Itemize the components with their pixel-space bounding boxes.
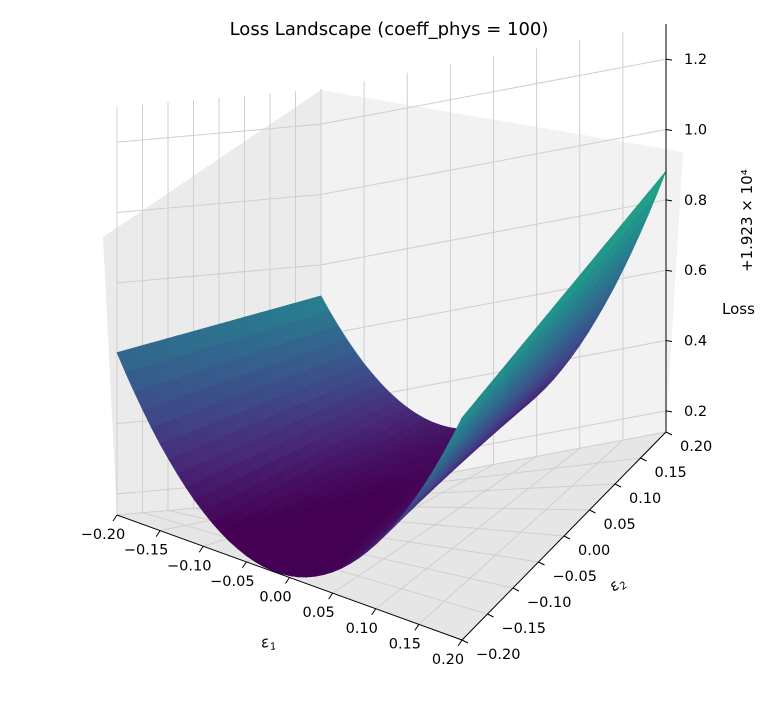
y-tick-labels: −0.20 −0.15 −0.10 −0.05 0.00 0.05 0.10 0.15 0.20: [476, 439, 712, 663]
y-tick: [512, 587, 520, 592]
x-tick-label: −0.20: [81, 527, 125, 543]
x-tick: [285, 577, 290, 584]
z-tick-label: 1.0: [684, 123, 707, 139]
y-tick: [538, 561, 545, 566]
x-tick: [198, 545, 204, 553]
z-tick: [665, 58, 673, 61]
z-tick: [665, 269, 673, 272]
z-offset-label: +1.923 × 10⁴: [738, 169, 756, 272]
y-tick: [563, 535, 571, 540]
surface-layer: [116, 170, 667, 578]
x-tick: [414, 624, 420, 631]
z-grid-line: [116, 129, 667, 214]
z-tick: [665, 340, 673, 343]
x-tick: [371, 608, 377, 616]
x-tick-label: 0.05: [302, 605, 334, 621]
x-tick: [112, 514, 118, 522]
y-tick-label: 0.15: [655, 465, 687, 481]
x-tick-label: −0.10: [167, 558, 211, 574]
x-tick: [241, 561, 247, 569]
y-tick-label: −0.05: [553, 569, 597, 585]
x-tick-labels: −0.20−0.15−0.10−0.05 0.00 0.05 0.10 0.15 0.20: [81, 527, 464, 668]
x-tick-label: 0.00: [259, 590, 291, 606]
z-tick-label: 1.2: [684, 52, 707, 68]
y-tick-label: −0.20: [476, 647, 520, 663]
x-tick: [328, 592, 334, 600]
x-tick-label: 0.15: [389, 636, 421, 652]
surface-cell: [453, 407, 471, 435]
x-tick: [457, 639, 463, 647]
x-tick: [155, 530, 161, 537]
z-tick-labels: 0.2 0.4 0.6 0.8 1.0 1.2: [684, 52, 707, 420]
y-tick-label: 0.20: [680, 439, 712, 455]
y-tick: [589, 509, 596, 514]
z-tick-label: 0.2: [684, 404, 707, 420]
chart-title: Loss Landscape (coeff_phys = 100): [230, 19, 549, 40]
y-grid-line: [142, 104, 488, 615]
z-tick-label: 0.4: [684, 334, 707, 350]
back-pane: [321, 90, 683, 497]
x-axis-label-sub: 1: [269, 641, 278, 653]
y-tick: [665, 431, 673, 436]
z-tick: [665, 199, 673, 202]
x-axis-label-eps: ε: [259, 633, 271, 652]
y-tick: [487, 613, 494, 618]
y-grid-line: [167, 102, 514, 589]
z-tick: [665, 410, 673, 413]
z-tick-label: 0.8: [684, 193, 707, 209]
y-tick-label: −0.15: [502, 621, 546, 637]
y-tick: [461, 639, 469, 644]
y-axis-label-sub: 2: [618, 580, 630, 593]
y-tick-label: 0.10: [629, 491, 661, 507]
z-grid-line: [116, 58, 667, 143]
x-tick-label: 0.20: [432, 652, 464, 668]
y-tick-label: 0.05: [604, 517, 636, 533]
y-tick: [614, 483, 622, 488]
y-tick-label: 0.00: [578, 543, 610, 559]
floor-pane: [117, 432, 666, 640]
x-tick-label: −0.15: [124, 543, 168, 559]
x-tick-label: −0.05: [210, 574, 254, 590]
y-tick-label: −0.10: [527, 595, 571, 611]
x-tick-label: 0.10: [346, 621, 378, 637]
y-tick: [640, 457, 647, 462]
z-grid-line: [116, 199, 667, 284]
y-axis-label: ε2: [605, 572, 629, 597]
x-axis-label: ε1: [259, 631, 278, 655]
y-grid-line: [193, 100, 539, 563]
z-tick-label: 0.6: [684, 263, 707, 279]
z-axis-label: Loss: [722, 300, 755, 318]
axis-layer: [112, 24, 673, 647]
z-tick: [665, 129, 673, 132]
